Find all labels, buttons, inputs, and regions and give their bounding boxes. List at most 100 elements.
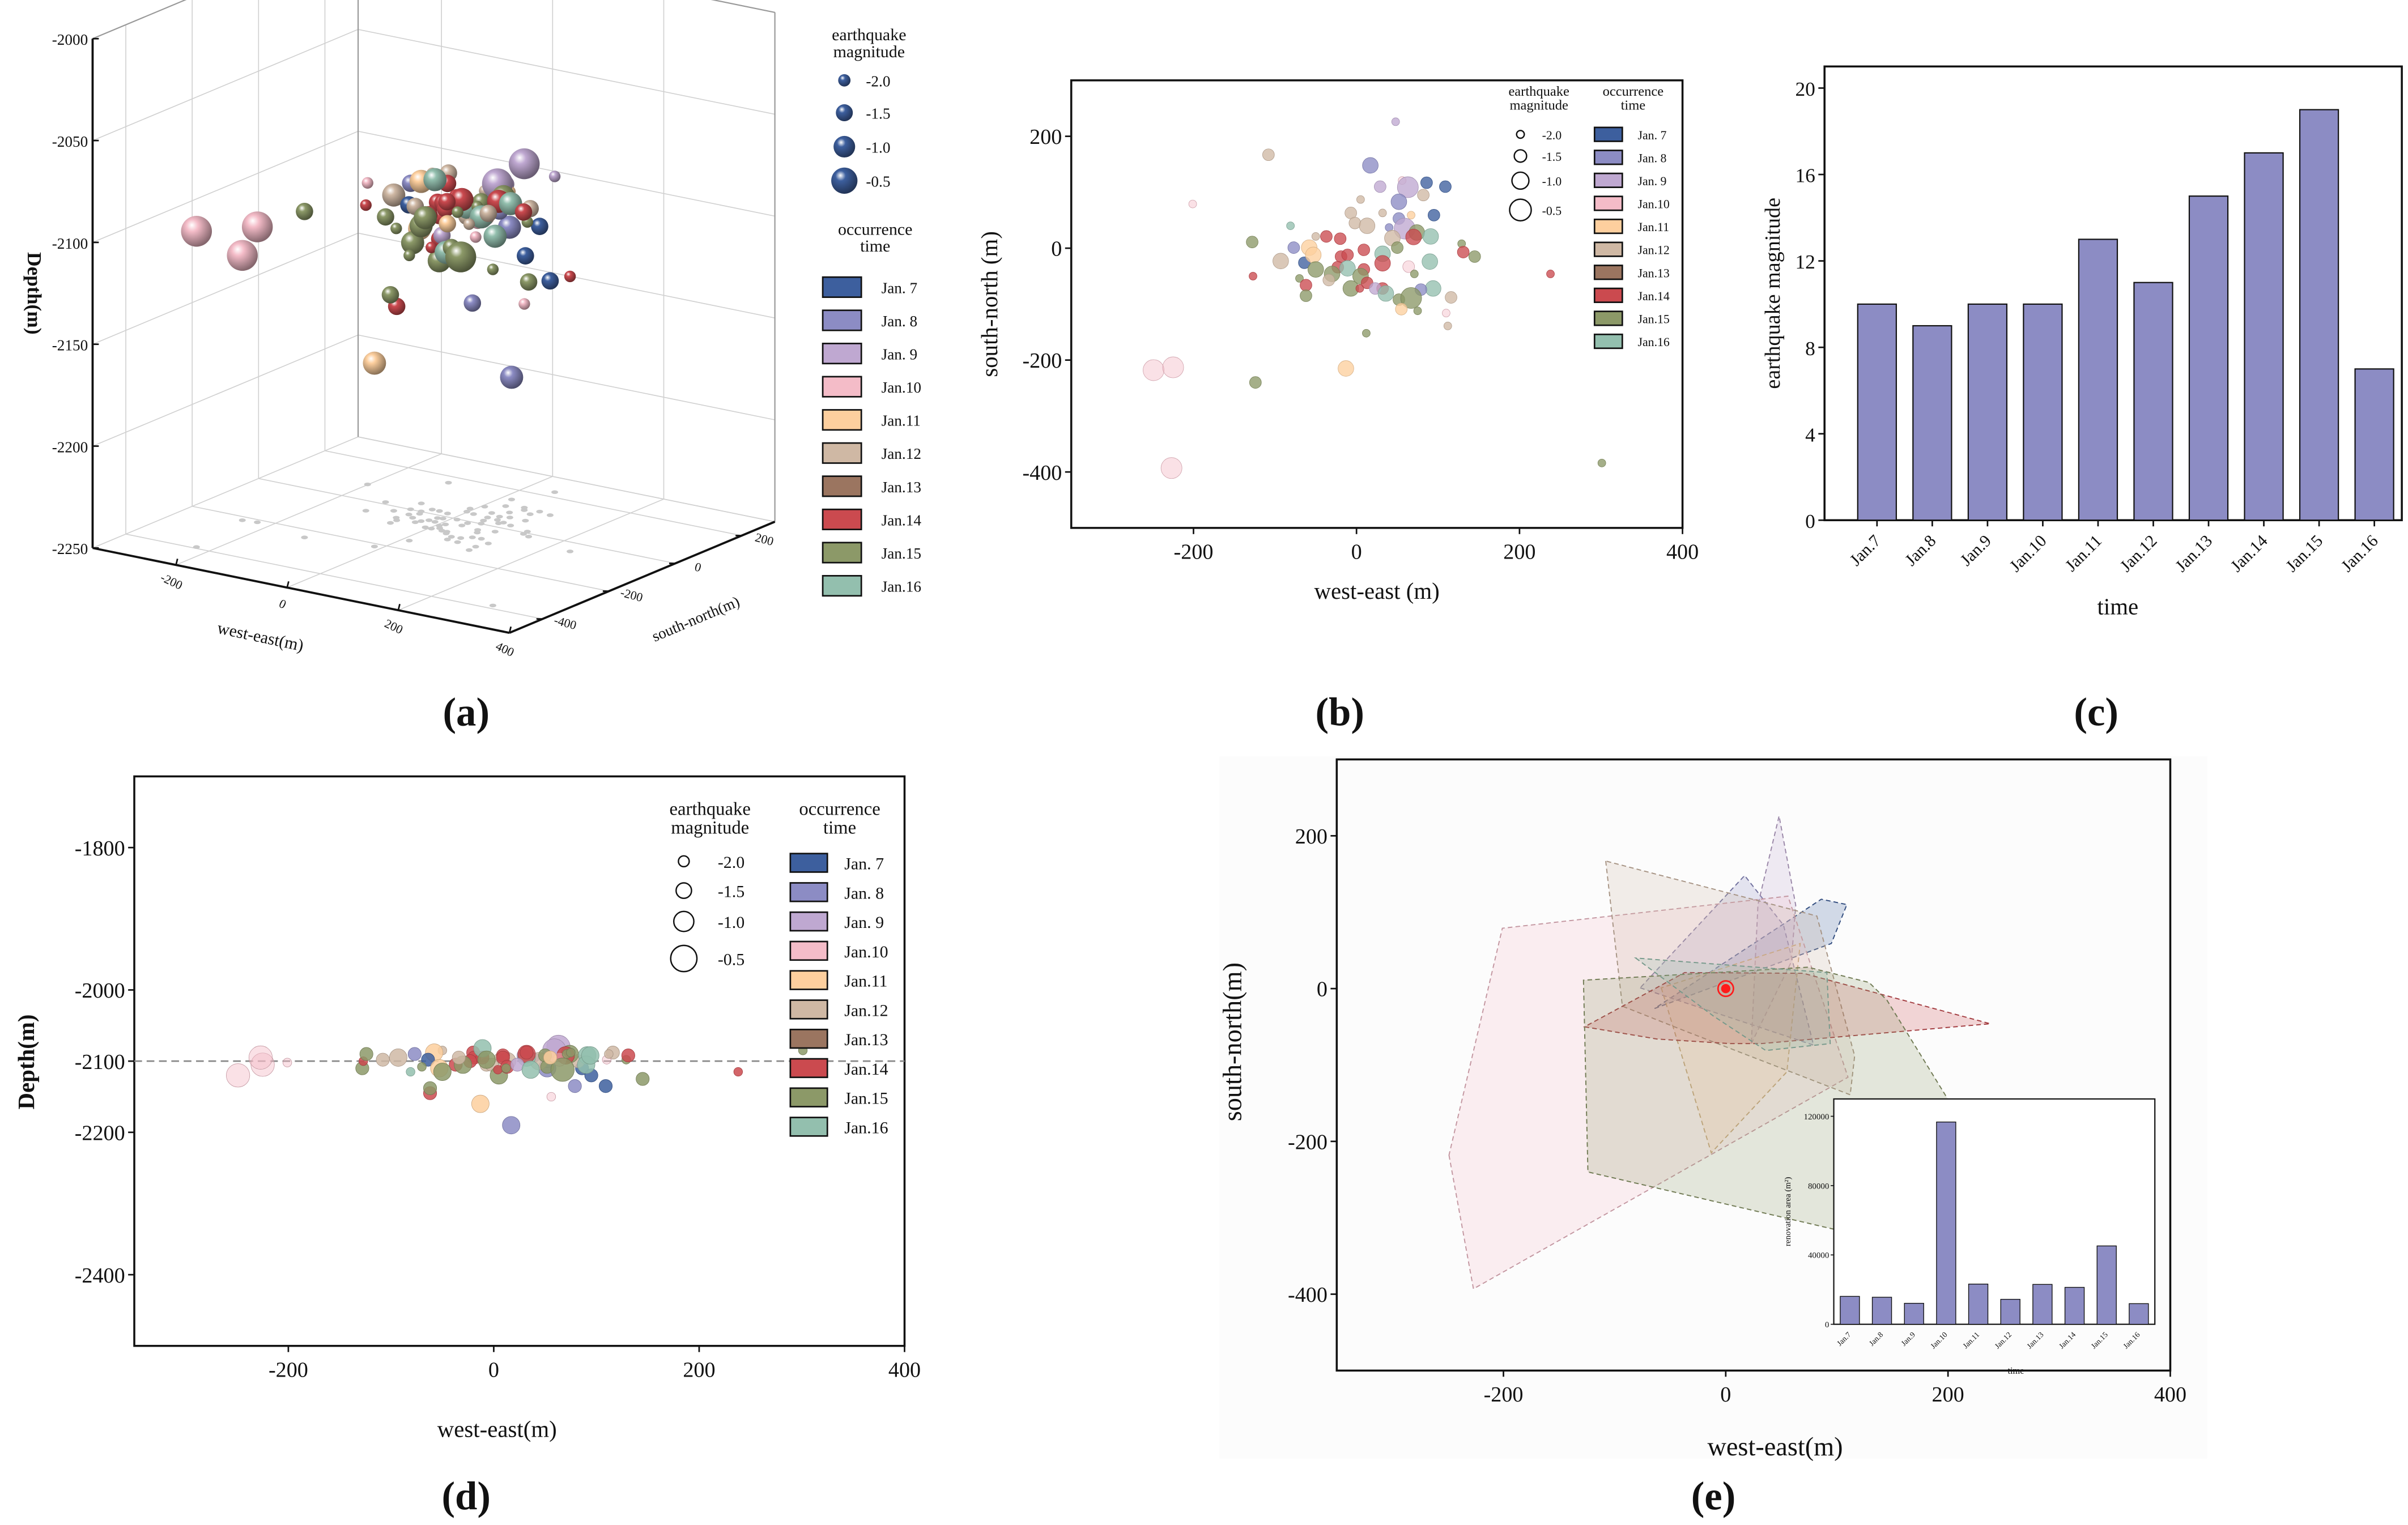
floor-projection-dot (428, 526, 435, 531)
floor-projection-dot (495, 521, 502, 525)
depth-tick-label: -2200 (52, 438, 88, 455)
plot-frame (1070, 79, 1684, 529)
bar-jan-15 (2299, 109, 2339, 521)
inset-bar (1968, 1284, 1989, 1325)
y-tick-label: 20 (1795, 78, 1815, 100)
event-point (1400, 287, 1422, 309)
floor-projection-dot (464, 521, 471, 525)
legend-magnitude-circle-icon (673, 910, 695, 932)
inset-bar (1936, 1121, 1956, 1325)
west-east-tick (508, 626, 512, 633)
y-tick-label: -200 (1288, 1130, 1328, 1154)
panel-label-c: (c) (2074, 691, 2118, 735)
inset-x-axis-title: time (2007, 1365, 2024, 1376)
event-point (1287, 241, 1300, 254)
legend-date-label: Jan.16 (844, 1118, 888, 1137)
event-point (636, 1072, 650, 1086)
inset-y-tick-label: 40000 (1808, 1251, 1829, 1260)
panel-e-renovation-hulls: -200 0 200 400 -400 -200 0 200 west-east(m) south… (1218, 756, 2207, 1519)
event-point (1300, 289, 1312, 302)
legend-magnitude-label: -1.0 (866, 139, 890, 156)
x-tick-label: 400 (1666, 540, 1699, 564)
event-sphere (241, 211, 273, 242)
west-east-tick-label: 200 (382, 616, 405, 637)
legend-date-label: Jan.15 (1638, 313, 1670, 326)
south-north-axis (509, 521, 776, 634)
event-point (546, 1092, 556, 1102)
panel-label-e: (e) (1691, 1475, 1736, 1519)
floor-projection-dot (491, 530, 499, 534)
panel-label-a: (a) (443, 691, 490, 735)
event-point (1468, 250, 1481, 263)
event-sphere (360, 199, 372, 211)
floor-projection-dot (239, 518, 246, 522)
box-edge (92, 0, 187, 40)
legend-time-title: time (860, 237, 890, 255)
event-point (406, 1067, 415, 1077)
floor-projection-dot (442, 522, 449, 526)
renovation-area-jan10 (1448, 895, 1849, 1290)
event-sphere (564, 270, 576, 283)
floor-projection-dot (478, 536, 485, 541)
floor-projection-dot (426, 518, 433, 522)
event-sphere (520, 273, 538, 291)
event-point (501, 1063, 511, 1073)
event-point (1338, 360, 1354, 377)
event-sphere (548, 171, 561, 182)
legend-swatch (1593, 265, 1623, 280)
legend-date-label: Jan.14 (844, 1060, 888, 1079)
origin-marker (1721, 983, 1731, 994)
legend-magnitude-label: -2.0 (1542, 129, 1562, 142)
x-tick-label: -200 (1174, 540, 1214, 564)
floor-projection-dot (472, 544, 479, 549)
legend-swatch (789, 1058, 828, 1079)
floor-projection-dot (496, 514, 503, 519)
event-sphere (403, 249, 415, 262)
y-tick-label: 12 (1795, 250, 1815, 273)
floor-projection-dot (416, 512, 423, 516)
legend-magnitude-circle-icon (1511, 171, 1530, 190)
event-sphere (487, 263, 499, 275)
y-tick-label: -2100 (75, 1050, 125, 1074)
event-sphere (508, 148, 540, 180)
event-sphere (452, 206, 463, 218)
legend-swatch (1593, 218, 1623, 235)
x-tick-label: 200 (683, 1358, 715, 1382)
x-tick-label: 0 (488, 1358, 499, 1382)
event-point (604, 1049, 614, 1059)
floor-projection-dot (382, 500, 389, 504)
event-point (417, 1062, 427, 1072)
event-point (452, 1050, 466, 1064)
event-point (1305, 246, 1322, 263)
legend-date-label: Jan. 8 (1638, 151, 1667, 165)
floor-projection-dot (301, 535, 308, 539)
legend-swatch (822, 376, 862, 398)
event-point (1420, 176, 1433, 189)
depth-axis-title: Depth(m) (23, 252, 46, 335)
event-sphere (500, 365, 524, 389)
event-point (226, 1063, 250, 1088)
grid-line (358, 334, 775, 420)
panel-label-b: (b) (1315, 691, 1364, 735)
renovation-area-jan8 (1639, 875, 1815, 1046)
floor-projection-dot (508, 497, 515, 501)
event-point (1395, 303, 1408, 316)
panel-b-map-view: -200 0 200 400 -400 -200 0 200 west-east (m) sout… (977, 79, 1699, 735)
renovation-area-jan14 (1582, 972, 1990, 1045)
x-tick-label: Jan.13 (2172, 531, 2216, 576)
legend-magnitude-label: -1.0 (718, 913, 744, 932)
event-point (1417, 189, 1430, 202)
event-point (1341, 249, 1354, 261)
west-east-tick-label: 400 (493, 639, 516, 659)
y-tick-label: 0 (1805, 510, 1815, 533)
floor-projection-dot (431, 519, 439, 524)
event-sphere (518, 298, 530, 310)
legend-date-label: Jan.13 (882, 479, 921, 496)
event-point (1359, 218, 1376, 234)
legend-swatch (789, 1087, 828, 1107)
legend-magnitude-label: -2.0 (866, 73, 890, 90)
legend-swatch (789, 999, 828, 1020)
event-point (1377, 285, 1394, 302)
event-point (1348, 216, 1362, 229)
